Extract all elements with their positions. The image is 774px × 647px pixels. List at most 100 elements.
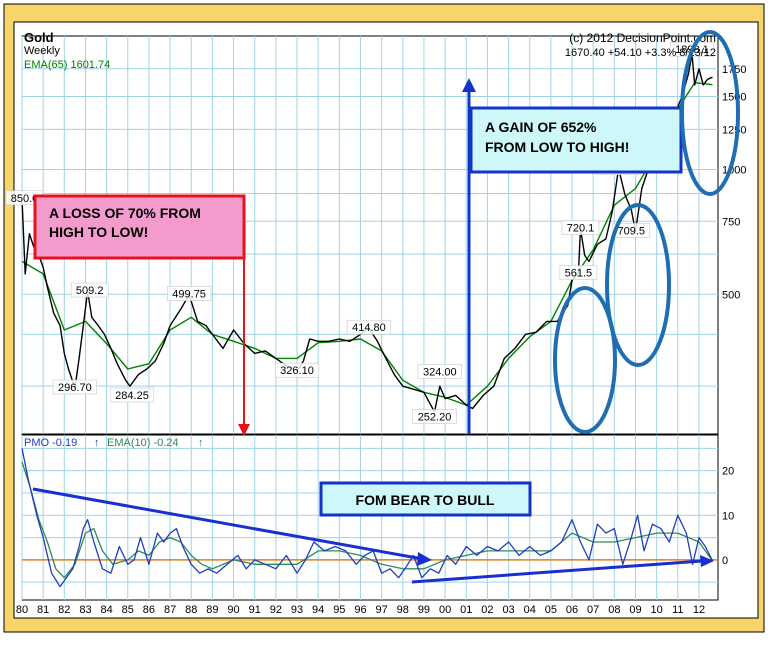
y-tick-label: 1500 xyxy=(722,92,746,104)
x-tick-label: 05 xyxy=(545,604,557,616)
x-tick-label: 02 xyxy=(481,604,493,616)
x-tick-label: 04 xyxy=(524,604,536,616)
price-label-box xyxy=(612,223,651,238)
annotations: A LOSS OF 70% FROM HIGH TO LOW! A GAIN O… xyxy=(32,30,740,584)
lower-y-tick-label: 10 xyxy=(722,510,734,522)
price-label-box xyxy=(274,362,320,378)
x-tick-label: 86 xyxy=(143,604,155,616)
price-label: 509.2 xyxy=(76,285,104,297)
copyright: (c) 2012 DecisionPoint.com xyxy=(569,31,716,45)
x-tick-label: 09 xyxy=(629,604,641,616)
y-tick-label: 750 xyxy=(722,216,740,228)
price-label: 499.75 xyxy=(172,289,206,301)
price-label-box xyxy=(167,286,212,301)
price-label-box xyxy=(561,220,600,235)
x-tick-label: 99 xyxy=(418,604,430,616)
price-label: 296.70 xyxy=(58,382,92,394)
price-label: 561.5 xyxy=(565,268,593,280)
price-label: 284.25 xyxy=(115,390,149,402)
x-tick-label: 96 xyxy=(354,604,366,616)
price-label: 414.80 xyxy=(352,322,386,334)
loss-line-1: A LOSS OF 70% FROM xyxy=(49,205,201,221)
price-label-box xyxy=(346,319,392,335)
price-label: 850.0 xyxy=(11,193,39,205)
price-label-box xyxy=(417,364,462,379)
price-label: 326.10 xyxy=(280,365,314,377)
x-tick-label: 06 xyxy=(566,604,578,616)
loss-box xyxy=(33,194,246,260)
lower-panel: 0 10 20 xyxy=(21,434,734,601)
series-line-pmo xyxy=(21,448,714,588)
gain-line-2: FROM LOW TO HIGH! xyxy=(485,139,629,155)
gain-box xyxy=(469,106,683,174)
lower-plot-area xyxy=(21,434,719,601)
y-tick-label: 500 xyxy=(722,289,740,301)
upper-series xyxy=(21,53,713,413)
x-tick-label: 03 xyxy=(502,604,514,616)
x-tick-label: 93 xyxy=(291,604,303,616)
x-tick-label: 07 xyxy=(587,604,599,616)
x-tick-label: 00 xyxy=(439,604,451,616)
pmo-legend-arrow-icon: ↑ xyxy=(94,437,100,449)
uptrend-arrow-head-icon xyxy=(700,555,714,567)
bear-bull-text: FOM BEAR TO BULL xyxy=(356,492,495,508)
x-tick-label: 92 xyxy=(270,604,282,616)
ema10-legend: EMA(10) -0.24 xyxy=(107,437,179,449)
x-tick-label: 10 xyxy=(651,604,663,616)
price-label-box xyxy=(559,265,598,280)
x-tick-label: 97 xyxy=(376,604,388,616)
lower-series xyxy=(21,448,714,588)
x-tick-label: 91 xyxy=(249,604,261,616)
x-tick-label: 98 xyxy=(397,604,409,616)
x-tick-label: 94 xyxy=(312,604,324,616)
highlight-circle-2006 xyxy=(553,286,617,434)
ema-legend: EMA(65) 1601.74 xyxy=(24,59,110,71)
x-tick-label: 81 xyxy=(37,604,49,616)
x-tick-label: 88 xyxy=(185,604,197,616)
lower-y-tick-label: 20 xyxy=(722,466,734,478)
x-tick-label: 87 xyxy=(164,604,176,616)
x-tick-label: 84 xyxy=(100,604,112,616)
pmo-legend: PMO -0.19 xyxy=(24,437,77,449)
x-tick-label: 95 xyxy=(333,604,345,616)
lower-y-tick-label: 0 xyxy=(722,555,728,567)
series-line-gold xyxy=(21,53,713,413)
price-label: 720.1 xyxy=(567,223,595,235)
ema10-legend-arrow-icon: ↑ xyxy=(198,437,204,449)
series-line-ema(65) xyxy=(21,82,713,406)
gain-arrow-head-icon xyxy=(462,78,476,92)
highlight-circle-2008 xyxy=(605,203,671,367)
x-tick-label: 90 xyxy=(227,604,239,616)
x-tick-label: 85 xyxy=(122,604,134,616)
chart-subtitle: Weekly xyxy=(24,45,60,57)
uptrend-line xyxy=(411,559,703,584)
price-label: 709.5 xyxy=(617,225,645,237)
x-tick-label: 80 xyxy=(16,604,28,616)
last-quote: 1670.40 +54.10 +3.3% 8/23/12 xyxy=(565,47,716,59)
lower-y-ticks: 0 10 20 xyxy=(722,466,734,567)
x-tick-label: 08 xyxy=(608,604,620,616)
x-tick-label: 89 xyxy=(206,604,218,616)
downtrend-line xyxy=(32,487,424,561)
highlight-circle-2011 xyxy=(680,30,740,196)
bear-bull-box xyxy=(319,481,532,517)
loss-arrow-head-icon xyxy=(238,424,250,436)
price-label: 324.00 xyxy=(423,366,457,378)
price-label-box xyxy=(109,387,155,403)
chart-title: Gold xyxy=(24,30,54,45)
x-axis-ticks: 80 81 82 83 84 85 86 87 88 89 90 91 92 93 94 95 96 97 98 99… xyxy=(16,604,705,616)
x-tick-label: 11 xyxy=(672,604,683,616)
x-tick-label: 01 xyxy=(460,604,472,616)
y-tick-label: 1250 xyxy=(722,124,746,136)
price-label-box xyxy=(52,379,97,395)
price-label-box xyxy=(70,282,109,298)
x-tick-label: 82 xyxy=(58,604,70,616)
x-tick-label: 12 xyxy=(693,604,705,616)
price-label: 252.20 xyxy=(418,412,452,424)
downtrend-arrow-head-icon xyxy=(417,552,432,566)
loss-line-2: HIGH TO LOW! xyxy=(49,224,148,240)
x-tick-label: 83 xyxy=(79,604,91,616)
